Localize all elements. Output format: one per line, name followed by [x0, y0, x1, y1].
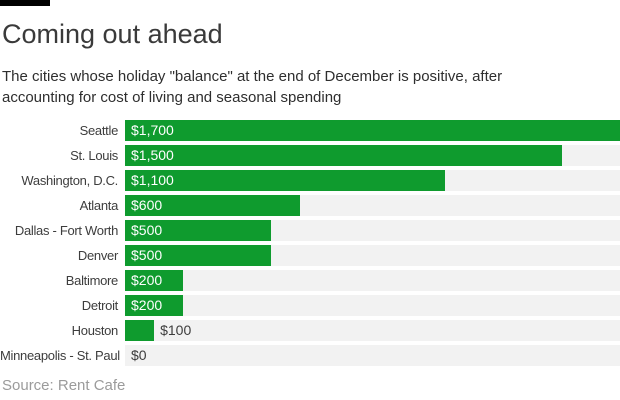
- category-label: Atlanta: [79, 198, 119, 213]
- bar: $1,100: [125, 170, 446, 191]
- bar-track: $100: [125, 320, 620, 341]
- bar: $1,700: [125, 120, 620, 141]
- value-label: $100: [160, 322, 192, 338]
- value-label: $200: [131, 297, 163, 313]
- value-label: $200: [131, 272, 163, 288]
- bar-track: $200: [125, 270, 620, 291]
- bar: $500: [125, 245, 271, 266]
- page-title: Coming out ahead: [2, 19, 223, 49]
- value-label: $0: [131, 347, 147, 363]
- bar-track: $600: [125, 195, 620, 216]
- bar-track: $1,100: [125, 170, 620, 191]
- bar-row: St. Louis $1,500: [0, 145, 620, 166]
- value-label: $500: [131, 222, 163, 238]
- bar-track: $1,500: [125, 145, 620, 166]
- category-label: Houston: [71, 323, 119, 338]
- bar-track: $0: [125, 345, 620, 366]
- bar-row: Atlanta $600: [0, 195, 620, 216]
- brand-bar: [0, 0, 50, 6]
- value-label: $600: [131, 197, 163, 213]
- bar-track: $500: [125, 220, 620, 241]
- value-label: $1,700: [131, 122, 174, 138]
- category-label: Dallas - Fort Worth: [14, 223, 118, 238]
- value-label: $1,500: [131, 147, 174, 163]
- bar: $200: [125, 295, 184, 316]
- bar-row: Seattle $1,700: [0, 120, 620, 141]
- bar: $500: [125, 220, 271, 241]
- category-label: Detroit: [81, 298, 119, 313]
- bar-chart: Seattle $1,700 St. Louis $1,500 Washington, …: [0, 120, 620, 370]
- category-label: Seattle: [79, 123, 119, 138]
- bar-row: Denver $500: [0, 245, 620, 266]
- bar-row: Baltimore $200: [0, 270, 620, 291]
- bar-track: $1,700: [125, 120, 620, 141]
- category-label: St. Louis: [70, 148, 118, 163]
- bar-row: Washington, D.C. $1,100: [0, 170, 620, 191]
- bar: $600: [125, 195, 300, 216]
- bar-row: Detroit $200: [0, 295, 620, 316]
- category-label: Washington, D.C.: [21, 173, 118, 188]
- page-subtitle: The cities whose holiday "balance" at th…: [2, 68, 503, 106]
- bar-track: $200: [125, 295, 620, 316]
- value-label: $500: [131, 247, 163, 263]
- bar-row: Minneapolis - St. Paul $0: [0, 345, 620, 366]
- bar: $1,500: [125, 145, 562, 166]
- source-credit: Source: Rent Cafe: [2, 377, 126, 394]
- bar-row: Houston $100: [0, 320, 620, 341]
- category-label: Baltimore: [65, 273, 119, 288]
- bar-track: $500: [125, 245, 620, 266]
- bar-row: Dallas - Fort Worth $500: [0, 220, 620, 241]
- bar: [125, 320, 155, 341]
- category-label: Denver: [77, 248, 118, 263]
- value-label: $1,100: [131, 172, 174, 188]
- category-label: Minneapolis - St. Paul: [0, 348, 120, 363]
- bar: $200: [125, 270, 184, 291]
